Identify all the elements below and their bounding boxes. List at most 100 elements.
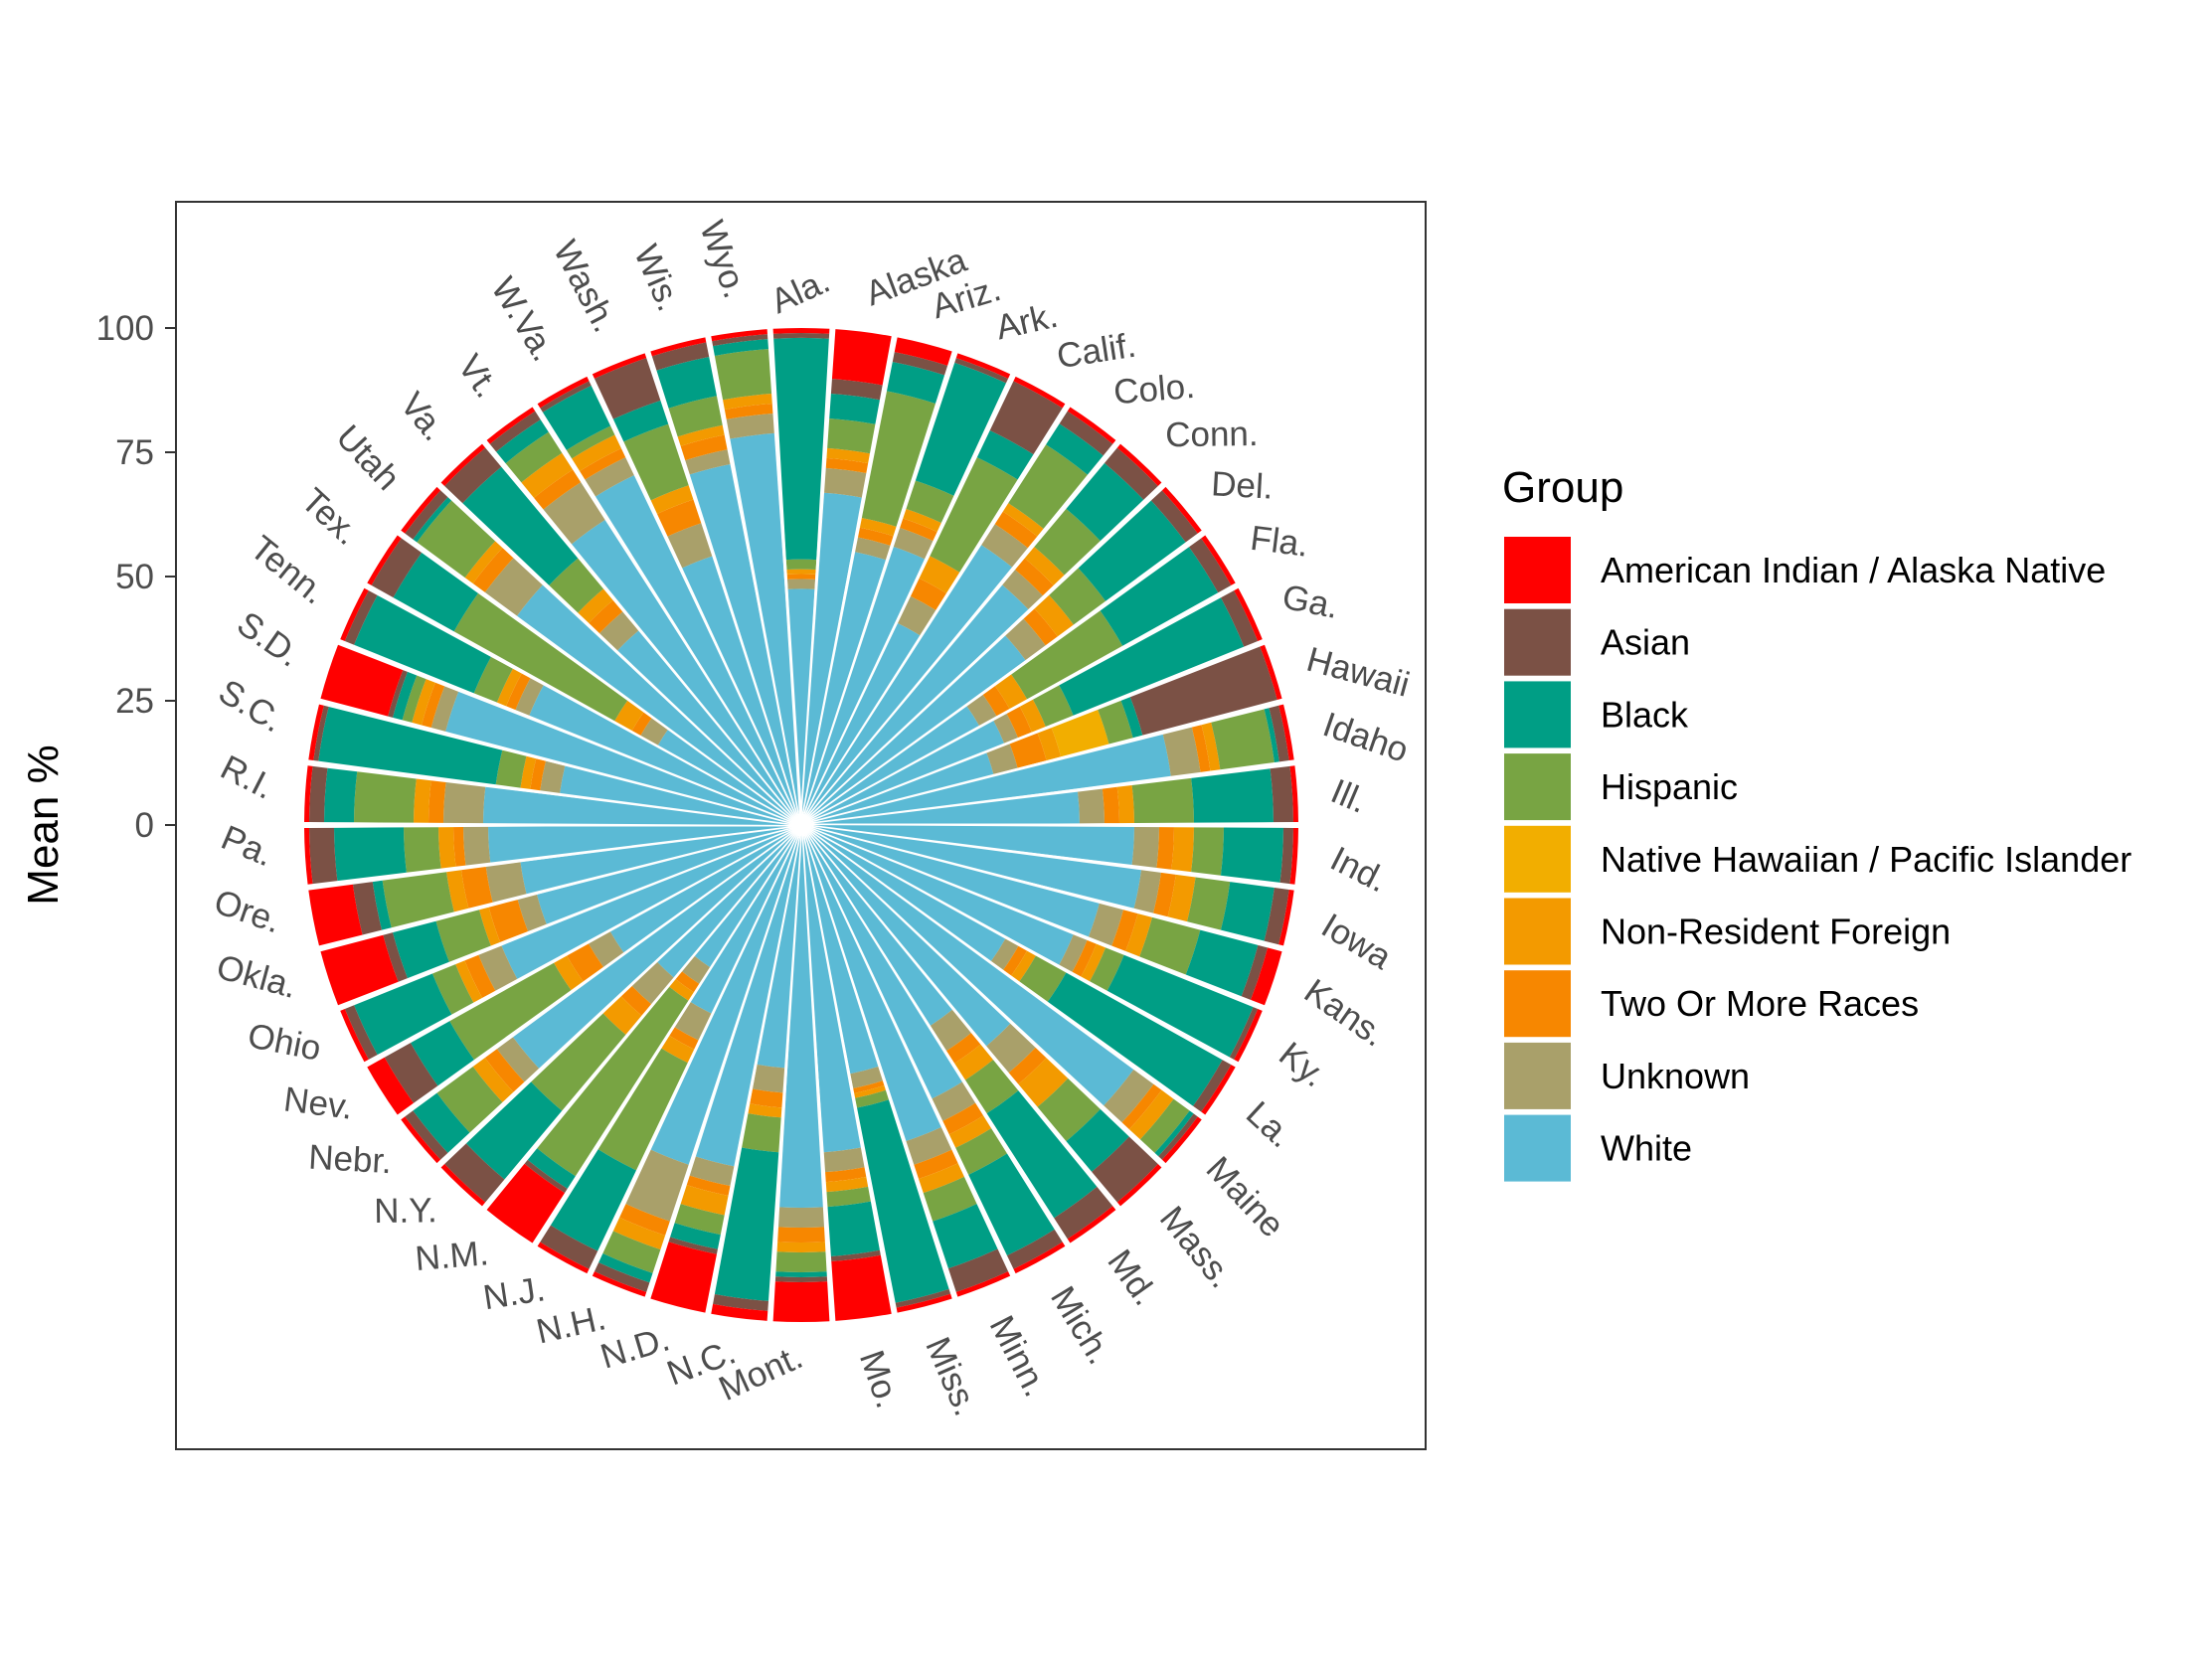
bar-n-c-american-indian-alaska-native	[711, 1303, 768, 1321]
bar-pa-white	[488, 825, 801, 863]
bar-n-j-two-or-more-races	[669, 1027, 699, 1050]
bar-pa-two-or-more-races	[453, 827, 466, 867]
bar-n-m-black	[527, 1148, 576, 1189]
bar-s-c-two-or-more-races	[530, 758, 546, 791]
bar-tex-non-resident-foreign	[614, 700, 644, 732]
bar-nev-black	[410, 1021, 474, 1086]
bar-separator	[799, 323, 835, 826]
y-tick-label: 50	[115, 558, 154, 596]
bar-ark-american-indian-alaska-native	[955, 353, 1011, 379]
bar-mo-hispanic	[826, 1186, 871, 1208]
bar-ariz-american-indian-alaska-native	[894, 337, 952, 366]
bar-wash-american-indian-alaska-native	[592, 353, 647, 379]
bar-wash-unknown	[667, 523, 713, 569]
bar-ohio-two-or-more-races	[464, 954, 496, 998]
bar-n-y-non-resident-foreign	[602, 996, 642, 1035]
legend-label-non-resident-foreign: Non-Resident Foreign	[1601, 912, 1951, 952]
y-tick-label: 100	[96, 309, 154, 348]
bar-mont-non-resident-foreign	[776, 1242, 826, 1253]
bar-ohio-american-indian-alaska-native	[340, 1008, 369, 1063]
bar-n-d-two-or-more-races	[686, 1175, 731, 1196]
bar-idaho-asian	[1269, 705, 1289, 762]
bar-hawaii-asian	[1129, 646, 1277, 736]
legend: Group American Indian / Alaska Native Asi…	[1502, 463, 2131, 1182]
bar-conn-unknown	[1002, 570, 1043, 609]
bar-mich-american-indian-alaska-native	[1013, 1242, 1066, 1274]
bar-wyo-american-indian-alaska-native	[711, 329, 767, 342]
legend-title: Group	[1502, 463, 1623, 512]
bar-separator	[799, 347, 958, 826]
bar-ind-american-indian-alaska-native	[1289, 827, 1298, 885]
bar-ky-asian	[1229, 1007, 1259, 1060]
bar-maine-black	[1154, 1110, 1194, 1157]
bar-nebr-unknown	[496, 1037, 540, 1082]
bar-nev-non-resident-foreign	[554, 955, 584, 991]
bar-fla-black	[1100, 547, 1219, 646]
bar-maine-non-resident-foreign	[1128, 1089, 1174, 1140]
bar-conn-american-indian-alaska-native	[1116, 443, 1162, 486]
bar-mo-white	[801, 825, 861, 1153]
legend-key-two-or-more-races	[1504, 970, 1571, 1038]
bar-separator	[644, 824, 803, 1303]
bar-n-d-asian	[668, 1237, 718, 1254]
bar-iowa-asian	[1264, 888, 1289, 945]
bar-minn-american-indian-alaska-native	[955, 1271, 1011, 1297]
bar-mich-black	[968, 1153, 1055, 1256]
bar-hawaii-american-indian-alaska-native	[1260, 644, 1282, 701]
bar-n-j-unknown	[674, 1001, 712, 1041]
bar-separator	[767, 323, 803, 826]
bar-hawaii-two-or-more-races	[1009, 733, 1047, 768]
bar-w-va-white	[596, 475, 801, 825]
bar-la-two-or-more-races	[1003, 945, 1028, 976]
bar-separator	[799, 824, 958, 1303]
bar-ky-unknown	[1059, 934, 1088, 972]
bar-fla-two-or-more-races	[982, 686, 1010, 717]
bar-mo-black	[827, 1201, 880, 1256]
bar-maine-asian	[1158, 1113, 1198, 1160]
bar-va-hispanic	[549, 558, 603, 613]
bar-minn-hispanic	[923, 1176, 977, 1222]
bar-nebr-american-indian-alaska-native	[401, 1116, 441, 1164]
bar-ga-white	[801, 721, 1005, 825]
bar-fla-asian	[1189, 538, 1232, 593]
bar-pa-non-resident-foreign	[438, 827, 456, 869]
bar-nebr-hispanic	[436, 1066, 503, 1133]
bar-separator	[800, 823, 1288, 952]
bar-wash-black	[612, 400, 669, 442]
bar-ark-black	[915, 362, 1006, 496]
bar-md-asian	[1054, 1186, 1113, 1240]
bar-utah-american-indian-alaska-native	[401, 486, 441, 534]
legend-label-unknown: Unknown	[1601, 1056, 1750, 1096]
bars-layer	[299, 323, 1303, 1327]
bar-mont-two-or-more-races	[777, 1227, 825, 1244]
bar-hawaii-black	[1120, 697, 1143, 739]
bar-mass-black	[1066, 1108, 1129, 1172]
state-label-n-y: N.Y.	[374, 1191, 437, 1231]
bar-separator	[800, 638, 1270, 827]
bar-va-non-resident-foreign	[578, 588, 613, 623]
bar-del-two-or-more-races	[1023, 608, 1058, 646]
bar-separator	[314, 698, 802, 827]
bar-separator	[799, 824, 1017, 1280]
bar-mo-american-indian-alaska-native	[831, 1254, 892, 1321]
bar-mich-asian	[1006, 1229, 1063, 1269]
bar-idaho-hispanic	[1211, 709, 1275, 770]
bar-kans-asian	[1241, 944, 1269, 1000]
bar-vt-black	[496, 419, 549, 464]
bar-ark-non-resident-foreign	[903, 509, 941, 533]
bar-ore-non-resident-foreign	[446, 870, 469, 912]
bar-pa-american-indian-alaska-native	[304, 827, 313, 885]
bar-s-d-black	[392, 671, 418, 721]
bar-wyo-hispanic	[714, 349, 772, 401]
bar-wyo-unknown	[726, 413, 774, 439]
bar-nev-hispanic	[449, 962, 572, 1061]
bar-wyo-black	[713, 339, 768, 356]
bar-mich-two-or-more-races	[942, 1102, 984, 1135]
legend-label-white: White	[1601, 1128, 1692, 1169]
bar-wis-black	[656, 357, 717, 409]
legend-label-american-indian-alaska-native: American Indian / Alaska Native	[1601, 550, 2106, 590]
bar-maine-unknown	[1104, 1069, 1154, 1123]
bar-s-d-hispanic	[402, 675, 426, 723]
bar-idaho-white	[801, 734, 1171, 825]
bar-ohio-unknown	[478, 945, 518, 991]
